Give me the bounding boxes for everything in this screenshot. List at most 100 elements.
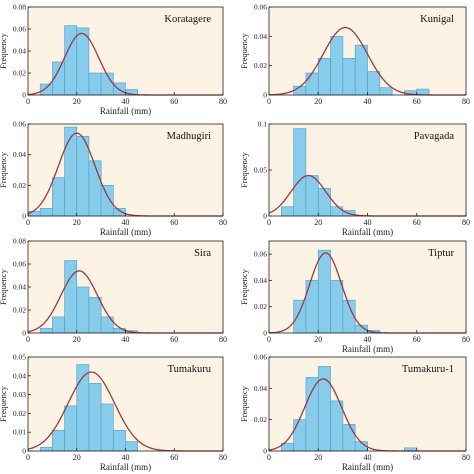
- x-tick-label: 0: [26, 97, 30, 106]
- x-tick-label: 0: [267, 335, 271, 344]
- histogram-bar: [113, 430, 126, 452]
- histogram-bar: [342, 424, 356, 452]
- y-tick-label: 0.08: [13, 3, 26, 12]
- histogram-bar: [64, 25, 78, 96]
- y-tick-label: 0.03: [13, 390, 26, 399]
- y-axis-label: Frequency: [0, 32, 8, 69]
- x-axis-label: Rainfall (mm): [342, 462, 393, 472]
- y-tick-label: 0.05: [254, 166, 267, 175]
- x-axis-label: Rainfall (mm): [100, 227, 151, 237]
- x-tick-label: 0: [267, 453, 271, 462]
- y-axis-label: Frequency: [239, 268, 249, 305]
- x-tick-label: 20: [314, 218, 322, 227]
- y-tick-label: 0.04: [254, 32, 267, 41]
- y-tick-label: 0.04: [13, 47, 26, 56]
- histogram-bar: [27, 211, 41, 217]
- y-tick-label: 0.06: [13, 25, 26, 34]
- histogram-bar: [100, 185, 114, 217]
- histogram-bar: [293, 419, 307, 452]
- histogram-bar: [354, 44, 368, 96]
- histogram-bar: [52, 430, 65, 452]
- y-tick-label: 0.04: [13, 283, 26, 292]
- panel-kunigal: 0 20 40 60 80 0 0.02 0.04 0.06 Frequency Kunigal: [239, 3, 470, 107]
- x-tick-label: 20: [314, 453, 322, 462]
- histogram-bar: [330, 280, 344, 334]
- x-tick-label: 80: [219, 453, 227, 462]
- y-tick-label: 0.05: [13, 353, 26, 362]
- x-tick-label: 40: [122, 335, 130, 344]
- y-tick-label: 0.06: [13, 260, 26, 269]
- y-tick-label: 0: [263, 212, 267, 221]
- y-tick-label: 0.06: [254, 353, 267, 362]
- x-tick-label: 40: [364, 335, 372, 344]
- histogram-bar: [39, 208, 53, 217]
- y-tick-label: 0.1: [258, 120, 268, 129]
- x-tick-label: 80: [462, 97, 470, 106]
- x-tick-label: 40: [364, 97, 372, 106]
- y-tick-label: 0.06: [254, 3, 267, 12]
- y-axis-label: Frequency: [239, 385, 249, 422]
- y-tick-label: 0: [263, 447, 267, 456]
- station-title: Tumakuru: [168, 364, 212, 375]
- x-axis-label: Rainfall (mm): [100, 462, 151, 472]
- station-title: Sira: [194, 248, 211, 259]
- panel-tumakuru: 0 20 40 60 80 0 0.01 0.02 0.03 0.04 0.05 Rainfall (…: [0, 353, 227, 473]
- panel-tumakuru-1: 0 20 40 60 80 0 0.02 0.04 0.06 Rainfall (mm) Frequ…: [239, 353, 470, 473]
- x-tick-label: 60: [413, 97, 421, 106]
- histogram-bar: [317, 58, 331, 96]
- y-tick-label: 0.02: [13, 69, 26, 78]
- x-tick-label: 20: [73, 97, 81, 106]
- x-tick-label: 80: [462, 335, 470, 344]
- y-axis-label: Frequency: [0, 268, 8, 305]
- histogram-bar: [125, 441, 138, 452]
- station-title: Madhugiri: [167, 131, 211, 142]
- histogram-bar: [330, 36, 344, 96]
- panel-madhugiri: 0 20 40 60 80 0 0.02 0.04 0.06 Rainfall (mm) Frequ…: [0, 120, 227, 238]
- x-tick-label: 60: [170, 97, 178, 106]
- x-tick-label: 0: [267, 218, 271, 227]
- histogram-bar: [305, 72, 319, 96]
- y-tick-label: 0.06: [254, 250, 267, 259]
- histogram-bar: [76, 27, 90, 96]
- histogram-bar: [293, 128, 307, 217]
- histogram-bar: [113, 208, 126, 217]
- x-tick-label: 20: [73, 335, 81, 344]
- x-tick-label: 60: [413, 453, 421, 462]
- histogram-bar: [88, 383, 102, 452]
- histogram-bar: [330, 400, 344, 452]
- histogram-bar: [281, 206, 294, 217]
- y-tick-label: 0: [263, 329, 267, 338]
- x-tick-label: 60: [170, 335, 178, 344]
- y-tick-label: 0.04: [13, 371, 26, 380]
- x-axis-label: Rainfall (mm): [342, 344, 393, 354]
- y-tick-label: 0: [22, 91, 26, 100]
- x-tick-label: 80: [219, 218, 227, 227]
- x-tick-label: 20: [73, 218, 81, 227]
- y-tick-label: 0.02: [254, 61, 267, 70]
- x-tick-label: 60: [413, 335, 421, 344]
- panel-tiptur: 0 20 40 60 80 0 0.02 0.04 0.06 Rainfall (mm) Frequ…: [239, 240, 470, 354]
- y-tick-label: 0.02: [13, 181, 26, 190]
- x-tick-label: 40: [122, 453, 130, 462]
- y-tick-label: 0.08: [13, 237, 26, 246]
- histogram-bar: [317, 249, 331, 334]
- histogram-bar: [305, 175, 319, 217]
- histogram-bar: [100, 403, 114, 452]
- x-tick-label: 80: [462, 218, 470, 227]
- x-tick-label: 20: [314, 335, 322, 344]
- station-title: Tiptur: [428, 248, 454, 259]
- y-tick-label: 0.04: [13, 150, 26, 159]
- x-tick-label: 0: [267, 97, 271, 106]
- histogram-bar: [39, 446, 53, 452]
- y-tick-label: 0.01: [13, 428, 26, 437]
- y-tick-label: 0.06: [13, 120, 26, 129]
- histogram-bar: [342, 58, 356, 96]
- histogram-bar: [76, 286, 90, 334]
- x-tick-label: 40: [364, 218, 372, 227]
- histogram-bar: [52, 177, 65, 217]
- station-title: Tumakuru-1: [402, 364, 454, 375]
- x-tick-label: 20: [73, 453, 81, 462]
- x-tick-label: 0: [26, 335, 30, 344]
- x-tick-label: 40: [122, 97, 130, 106]
